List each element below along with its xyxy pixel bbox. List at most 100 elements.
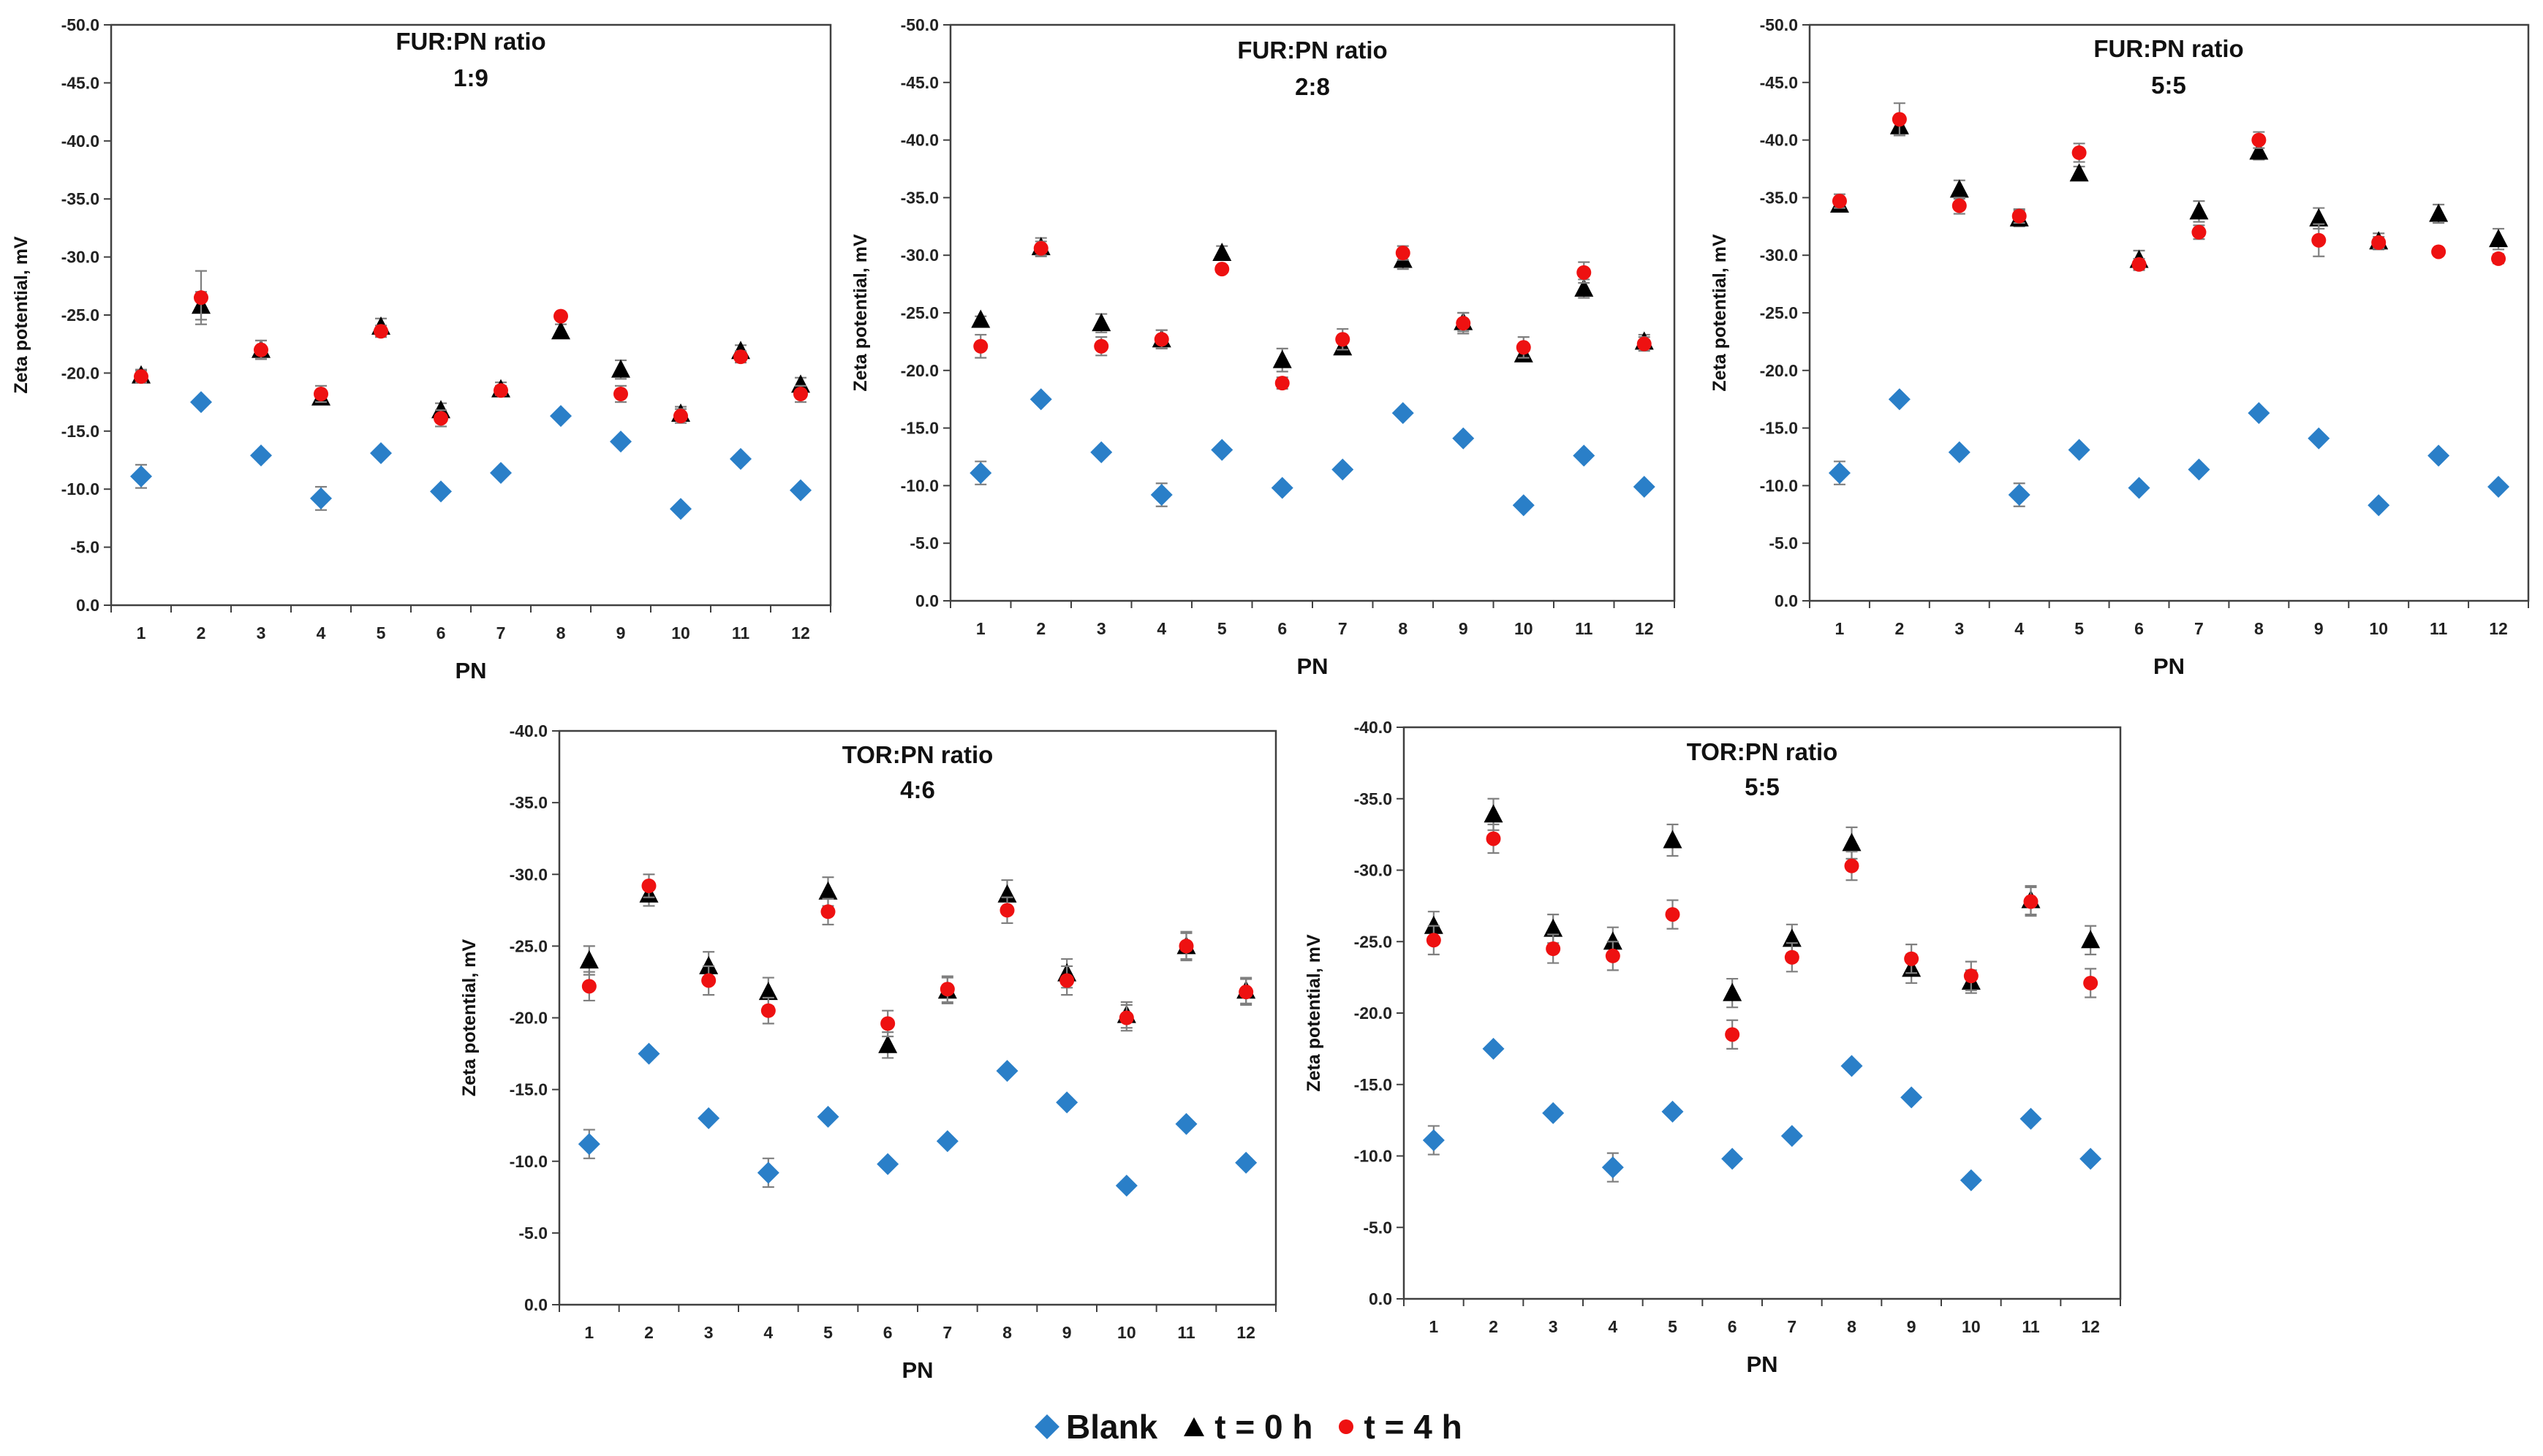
data-point-t4	[1486, 831, 1501, 846]
data-point-blank	[1948, 441, 1970, 463]
x-tick-label: 7	[1787, 1317, 1796, 1336]
data-point-t0	[1603, 931, 1622, 950]
x-tick-label: 12	[1236, 1323, 1255, 1342]
data-point-blank	[730, 447, 752, 470]
series-t0	[1829, 115, 2509, 270]
data-point-blank	[1090, 441, 1113, 463]
data-point-t4	[553, 308, 568, 324]
x-tick-label: 2	[1489, 1317, 1498, 1336]
y-tick-label: -10.0	[61, 479, 99, 498]
data-point-t0	[878, 1034, 898, 1053]
data-point-blank	[1633, 475, 1655, 498]
y-tick-label: -30.0	[61, 248, 99, 267]
x-tick-label: 9	[616, 623, 626, 642]
y-axis-label: Zeta potential, mV	[1709, 234, 1730, 392]
x-tick-label: 2	[1036, 619, 1046, 638]
data-point-t4	[494, 383, 508, 398]
x-tick-label: 1	[137, 623, 146, 642]
data-point-t0	[1212, 243, 1232, 262]
data-point-blank	[1235, 1151, 1258, 1174]
data-point-t0	[1272, 349, 1292, 368]
series-t0	[132, 291, 810, 422]
data-point-blank	[1900, 1086, 1923, 1109]
data-point-t4	[1274, 376, 1290, 391]
data-point-t4	[1892, 112, 1907, 127]
x-tick-label: 6	[2134, 619, 2144, 638]
x-tick-label: 3	[1549, 1317, 1558, 1336]
data-point-blank	[190, 391, 212, 414]
plot-frame	[949, 23, 1676, 602]
y-tick-label: -20.0	[510, 1009, 548, 1028]
data-point-t0	[2309, 208, 2329, 227]
chart-panel-2: -50.0 -45.0 -40.0 -35.0 -30.0 -25.0 -20.0 -15.0…	[850, 15, 1676, 679]
x-tick-label: 8	[556, 623, 566, 642]
x-axis-label: PN	[1296, 653, 1328, 679]
data-point-t4	[2083, 975, 2098, 990]
x-axis-label: PN	[455, 658, 486, 683]
data-point-blank	[2368, 494, 2390, 517]
data-point-t4	[1239, 985, 1254, 1000]
y-tick-label: 0.0	[1775, 591, 1798, 610]
x-tick-label: 3	[1954, 619, 1964, 638]
y-tick-label: -5.0	[518, 1224, 548, 1243]
data-point-t4	[434, 411, 448, 426]
data-point-t4	[1179, 939, 1194, 954]
data-point-t4	[134, 369, 148, 384]
chart-panel-5: -40.0 -35.0 -30.0 -25.0 -20.0 -15.0 -10.0 -5.0 0…	[1304, 718, 2122, 1377]
y-tick-label: -35.0	[1760, 188, 1798, 207]
x-tick-label: 11	[1177, 1323, 1195, 1342]
y-tick-label: -30.0	[510, 865, 548, 884]
data-point-t0	[791, 374, 810, 393]
y-tick-label: -25.0	[1354, 932, 1392, 951]
y-axis-label: Zeta potential, mV	[850, 234, 871, 392]
x-tick-label: 9	[1907, 1317, 1916, 1336]
data-point-blank	[130, 465, 152, 488]
data-point-t0	[1949, 179, 1969, 198]
y-tick-label: -15.0	[901, 419, 939, 438]
y-tick-label: -40.0	[1354, 718, 1392, 737]
series-t4	[973, 240, 1652, 391]
data-point-t0	[579, 950, 599, 968]
x-tick-label: 7	[496, 623, 506, 642]
data-point-t0	[1574, 278, 1594, 297]
x-tick-label: 7	[942, 1323, 952, 1342]
y-tick-label: -35.0	[901, 188, 939, 207]
data-point-t4	[1119, 1010, 1134, 1025]
x-tick-label: 4	[763, 1323, 773, 1342]
y-tick-label: 0.0	[524, 1295, 548, 1314]
data-point-t4	[2311, 232, 2327, 248]
data-point-t0	[1782, 928, 1802, 947]
data-point-t4	[314, 386, 328, 401]
data-point-blank	[2248, 402, 2270, 425]
chart-title: TOR:PN ratio	[1687, 738, 1838, 765]
x-tick-label: 3	[1097, 619, 1106, 638]
data-point-t0	[2249, 141, 2269, 160]
data-point-blank	[1721, 1148, 1744, 1170]
data-point-t4	[1832, 194, 1847, 209]
data-point-blank	[1828, 462, 1851, 485]
y-tick-label: -30.0	[1760, 246, 1798, 265]
data-point-blank	[817, 1105, 839, 1128]
x-tick-label: 7	[2194, 619, 2204, 638]
legend-item-t0: t = 0 h	[1184, 1407, 1312, 1446]
data-point-blank	[670, 498, 692, 520]
data-point-t4	[940, 982, 955, 997]
data-point-blank	[1331, 458, 1354, 481]
data-point-t4	[2131, 257, 2147, 272]
data-point-blank	[1888, 388, 1911, 411]
series-t0	[1424, 797, 2101, 1009]
x-tick-label: 10	[2369, 619, 2388, 638]
series-blank	[970, 388, 1655, 517]
data-point-t4	[1059, 973, 1075, 988]
data-point-blank	[1482, 1037, 1505, 1060]
data-point-t0	[818, 881, 838, 900]
y-tick-label: 0.0	[915, 591, 939, 610]
series-t0	[579, 876, 1256, 1059]
y-tick-label: -45.0	[61, 73, 99, 92]
data-point-blank	[2008, 484, 2030, 507]
data-point-t0	[1484, 804, 1503, 823]
x-tick-label: 6	[1728, 1317, 1737, 1336]
y-tick-label: -30.0	[1354, 861, 1392, 880]
y-axis-label: Zeta potential, mV	[1304, 934, 1324, 1092]
series-t0	[971, 237, 1654, 373]
